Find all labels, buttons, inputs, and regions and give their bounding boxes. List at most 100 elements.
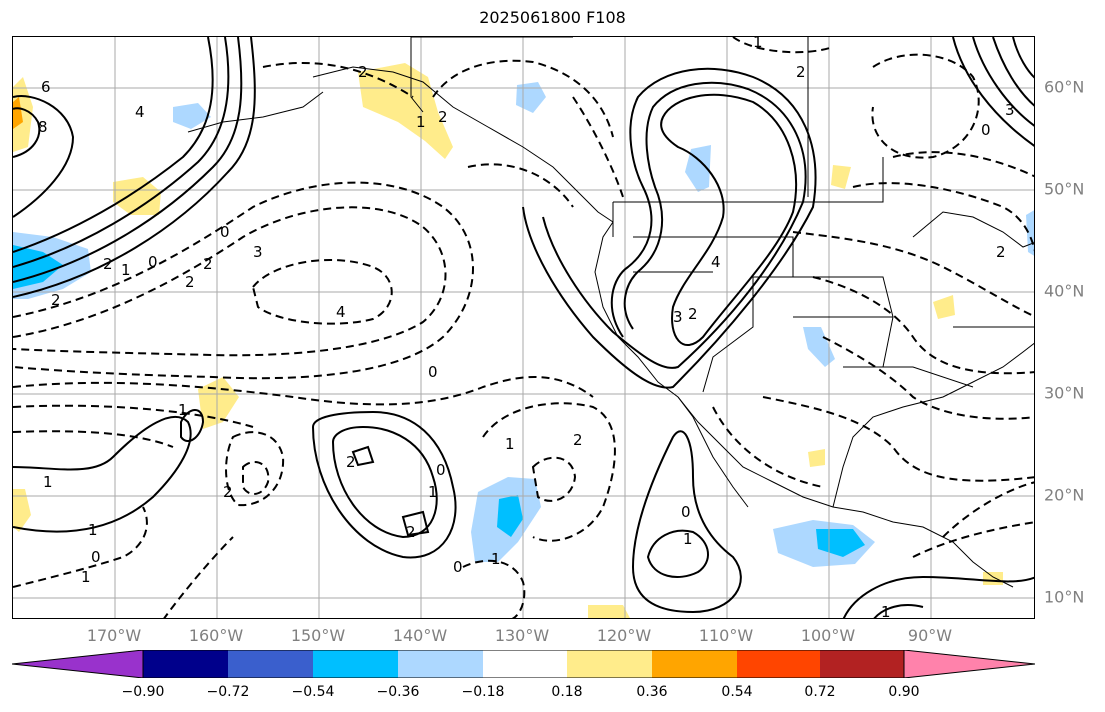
shade-positive [198,377,239,429]
colorbar-segment [567,650,652,678]
contour-label: 1 [683,530,693,548]
shade-negative [516,82,546,113]
contour-label: 2 [688,305,698,323]
contour-label: 1 [416,113,426,131]
latitude-label: 20°N [1044,485,1085,505]
longitude-label: 90°W [907,626,953,645]
contour-label: 0 [91,548,101,566]
shade-positive [588,605,630,618]
colorbar-tick-label: −0.54 [291,684,335,700]
contour-label: 1 [121,261,131,279]
colorbar [12,650,1035,678]
colorbar-segment [652,650,737,678]
contour-label: 0 [148,253,158,271]
contour-label: 0 [428,363,438,381]
contour-label: 2 [358,63,368,81]
shade-positive [983,572,1003,585]
contour-label: 2 [185,273,195,291]
shade-positive [933,295,955,319]
colorbar-tick-label: 0.54 [721,684,753,700]
contour-label: 2 [51,291,61,309]
colorbar-segment [228,650,313,678]
contour-label: 2 [203,255,213,273]
contour-label: 1 [88,521,98,539]
contour-label: 6 [41,78,51,96]
shade-negative-strong [497,495,523,537]
shade-negative [803,327,835,367]
colorbar-segment [313,650,398,678]
colorbar-tick-label: 0.18 [551,684,583,700]
latitude-label: 30°N [1044,383,1085,403]
colorbar-tick-label: −0.36 [376,684,420,700]
colorbar-tick-label: 0.36 [636,684,668,700]
longitude-label: 150°W [290,626,346,645]
shade-negative-strong [816,529,865,557]
negative-contours [13,37,1034,618]
contour-labels: 6 8 4 2 1 0 2 2 2 0 3 4 0 2 1 2 1 1 2 2 … [38,37,1015,619]
latitude-label: 10°N [1044,587,1085,607]
colorbar-tick-label: −0.90 [121,684,165,700]
longitude-label: 110°W [698,626,754,645]
colorbar-frame [142,650,905,678]
longitude-label: 120°W [596,626,652,645]
positive-contours [13,37,1034,618]
contour-label: 1 [753,37,763,51]
contour-label: 3 [1005,101,1015,119]
contour-label: 2 [346,453,356,471]
contour-label: 2 [223,483,233,501]
colorbar-tick-label: 0.72 [804,684,836,700]
anomaly-shading [13,63,1034,618]
contour-label: 0 [981,121,991,139]
longitude-label: 100°W [800,626,856,645]
contour-label: 1 [81,568,91,586]
contour-label: 3 [253,243,263,261]
contour-label: 2 [796,63,806,81]
longitude-label: 140°W [392,626,448,645]
contour-label: 2 [996,243,1006,261]
shade-positive [113,177,161,215]
latitude-label: 40°N [1044,281,1085,301]
shade-negative [173,103,211,129]
longitude-label: 170°W [86,626,142,645]
contour-label: 8 [38,118,48,136]
colorbar-extend-high [903,650,1035,678]
longitude-label: 160°W [188,626,244,645]
contour-label: 1 [43,473,53,491]
shade-positive [808,449,825,467]
shade-positive [831,165,851,189]
contour-label: 3 [673,308,683,326]
contour-label: 0 [453,558,463,576]
map-title: 2025061800 F108 [479,8,626,27]
map-panel: 6 8 4 2 1 0 2 2 2 0 3 4 0 2 1 2 1 1 2 2 … [12,36,1035,619]
contour-label: 0 [436,461,446,479]
shade-negative [685,145,711,192]
contour-label: 1 [178,401,188,419]
colorbar-segment [398,650,483,678]
colorbar-tick-label: −0.72 [206,684,250,700]
longitude-label: 130°W [494,626,550,645]
colorbar-segment [737,650,820,678]
map-canvas: 6 8 4 2 1 0 2 2 2 0 3 4 0 2 1 2 1 1 2 2 … [13,37,1034,619]
contour-label: 1 [881,603,891,619]
shade-negative [1026,210,1034,256]
contour-label: 1 [491,550,501,568]
contour-label: 4 [711,253,721,271]
shade-positive [13,489,31,532]
latitude-label: 50°N [1044,179,1085,199]
shade-positive-strong [13,97,23,129]
contour-label: 0 [681,503,691,521]
colorbar-tick-label: −0.18 [461,684,505,700]
contour-label: 1 [505,435,515,453]
contour-label: 2 [573,431,583,449]
latitude-label: 60°N [1044,77,1085,97]
colorbar-segment [820,650,904,678]
colorbar-extend-low [12,650,144,678]
contour-label: 4 [135,103,145,121]
contour-label: 2 [438,108,448,126]
contour-label: 0 [220,223,230,241]
coastlines [187,37,1034,588]
colorbar-segment [483,650,567,678]
colorbar-tick-label: 0.90 [888,684,920,700]
contour-label: 4 [336,303,346,321]
colorbar-segment [143,650,228,678]
